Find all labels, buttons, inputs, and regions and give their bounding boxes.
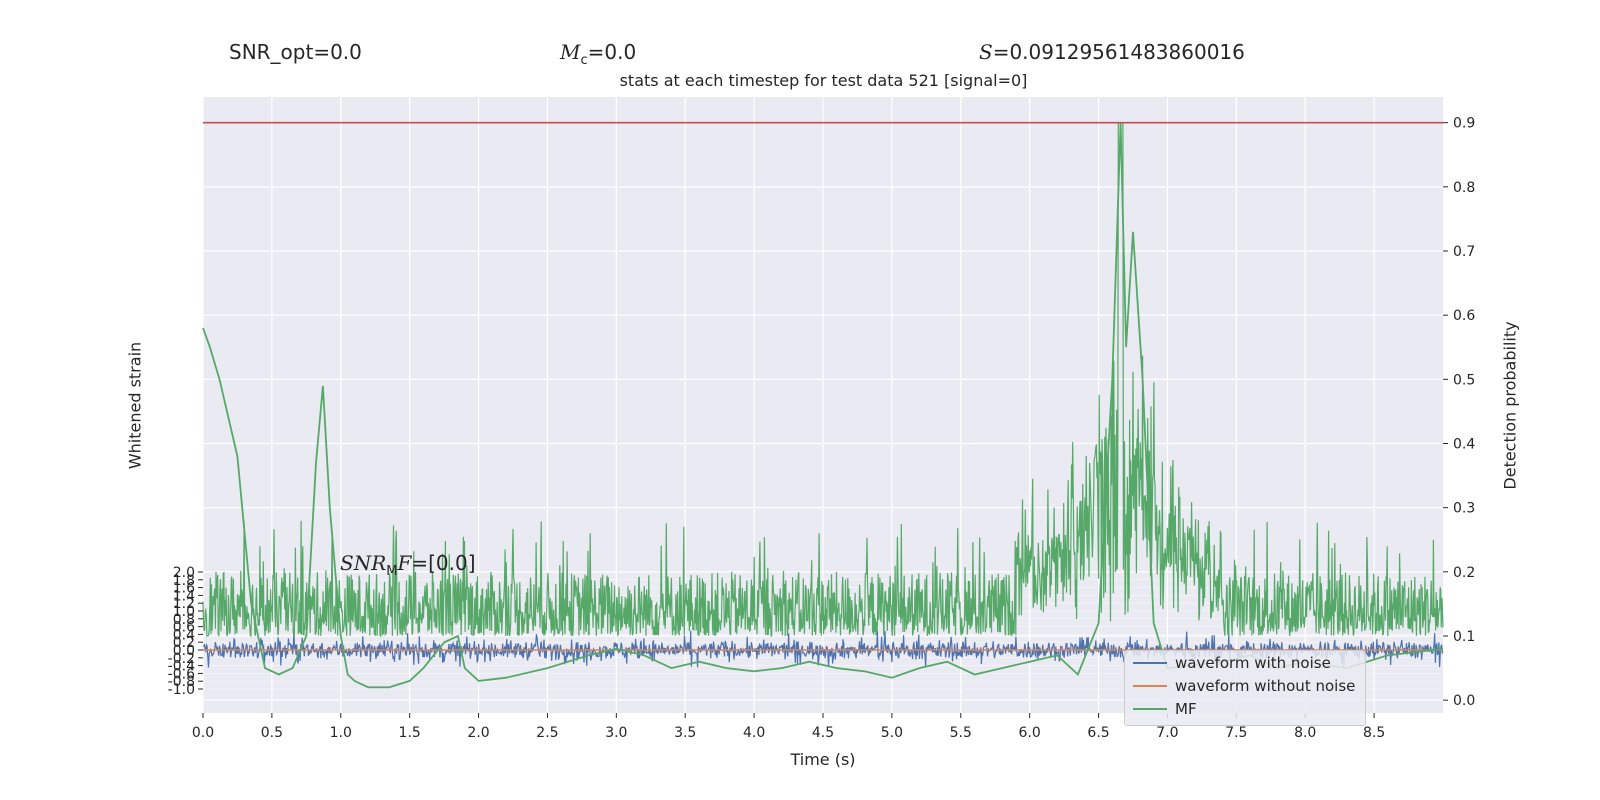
x-tick-label: 3.5 [674, 725, 696, 741]
x-axis: 0.0 0.5 1.0 1.5 2.0 2.5 3.0 3.5 4.0 4.5 5.0 5.5 6.0 6… [192, 713, 1385, 741]
mc-symbol: M [560, 40, 581, 64]
x-tick-label: 6.5 [1087, 725, 1109, 741]
y-right-tick-label: 0.1 [1453, 629, 1475, 645]
x-tick-label: 1.5 [399, 725, 421, 741]
y-right-tick-label: 0.9 [1453, 116, 1475, 132]
y-left-tick-label: 0.2 [173, 635, 195, 651]
y-left-tick-label: 1.2 [173, 596, 195, 612]
y-right-tick-label: 0.4 [1453, 437, 1475, 453]
y-left-tick-label: 1.6 [173, 581, 195, 597]
y-left-tick-label: 1.8 [173, 573, 195, 589]
snr-opt-label: SNR_opt=0.0 [229, 40, 362, 64]
legend-swatch-noise [1133, 662, 1167, 664]
y-right-tick-label: 0.5 [1453, 372, 1475, 388]
legend-label-mf: MF [1175, 700, 1197, 718]
y-right-tick-label: 0.3 [1453, 501, 1475, 517]
legend-item-clean: waveform without noise [1125, 675, 1365, 697]
y-axis-left: -1.0-0.8-0.6-0.4-0.20.00.20.40.60.81.01.… [168, 565, 203, 698]
x-tick-label: 6.0 [1019, 725, 1041, 741]
y-left-tick-label: 1.0 [173, 604, 195, 620]
y-left-tick-label: -0.8 [168, 674, 195, 690]
detection-noise-series [202, 122, 1444, 638]
mc-value: =0.0 [587, 40, 637, 64]
x-tick-label: 4.5 [812, 725, 834, 741]
snr-mf-value: =[0.0] [411, 551, 476, 575]
x-tick-label: 8.0 [1294, 725, 1316, 741]
y-left-tick-label: 1.4 [173, 588, 195, 604]
y-right-tick-label: 0.7 [1453, 244, 1475, 260]
x-tick-label: 8.5 [1363, 725, 1385, 741]
x-tick-label: 0.0 [192, 725, 214, 741]
y-left-tick-label: 0.4 [173, 627, 195, 643]
y-right-tick-label: 0.2 [1453, 565, 1475, 581]
y-axis-right-label: Detection probability [1500, 321, 1520, 490]
x-tick-label: 1.0 [330, 725, 352, 741]
x-tick-label: 2.0 [467, 725, 489, 741]
snr-mf-subscript: M [386, 564, 398, 579]
x-tick-label: 7.5 [1225, 725, 1247, 741]
x-tick-label: 7.0 [1156, 725, 1178, 741]
legend-item-mf: MF [1125, 698, 1365, 720]
x-tick-label: 4.0 [743, 725, 765, 741]
snr-mf-symbol: SNR [340, 551, 387, 575]
y-left-tick-label: -1.0 [168, 682, 195, 698]
y-left-tick-label: 2.0 [173, 565, 195, 581]
y-left-tick-label: 0.8 [173, 612, 195, 628]
x-tick-label: 0.5 [261, 725, 283, 741]
chirp-mass-label: Mc=0.0 [560, 40, 636, 68]
y-left-tick-label: -0.6 [168, 666, 195, 682]
x-tick-label: 5.5 [950, 725, 972, 741]
x-tick-label: 5.0 [881, 725, 903, 741]
snr-mf-annotation: SNRMF=[0.0] [340, 551, 476, 579]
mf-trace [202, 122, 1444, 689]
y-left-tick-label: -0.2 [168, 651, 195, 667]
legend-swatch-clean [1133, 685, 1167, 687]
y-right-tick-label: 0.8 [1453, 180, 1475, 196]
s-statistic-label: S=0.09129561483860016 [979, 40, 1245, 64]
y-left-tick-label: 0.0 [173, 643, 195, 659]
s-value: =0.09129561483860016 [992, 40, 1245, 64]
y-right-tick-label: 0.6 [1453, 308, 1475, 324]
y-left-tick-label: 0.6 [173, 620, 195, 636]
x-tick-label: 3.0 [605, 725, 627, 741]
snr-mf-rest: F [397, 551, 412, 575]
x-axis-label: Time (s) [789, 750, 855, 769]
y-axis-right: 0.0 0.1 0.2 0.3 0.4 0.5 0.6 0.7 0.8 0.9 [1443, 116, 1475, 709]
y-right-tick-label: 0.0 [1453, 693, 1475, 709]
mc-subscript: c [580, 53, 588, 68]
detection-noise-trace [202, 122, 1444, 638]
y-axis-left-label: Whitened strain [125, 341, 145, 470]
legend-label-noise: waveform with noise [1175, 654, 1331, 672]
legend-label-clean: waveform without noise [1175, 677, 1356, 695]
legend-swatch-mf [1133, 708, 1167, 710]
y-left-tick-label: -0.4 [168, 659, 195, 675]
mf-series [202, 122, 1444, 689]
x-tick-label: 2.5 [536, 725, 558, 741]
legend: waveform with noise waveform without noi… [1124, 650, 1366, 726]
legend-item-noise: waveform with noise [1125, 652, 1365, 674]
s-symbol: S [979, 40, 993, 64]
chart-title: stats at each timestep for test data 521… [619, 71, 1028, 90]
